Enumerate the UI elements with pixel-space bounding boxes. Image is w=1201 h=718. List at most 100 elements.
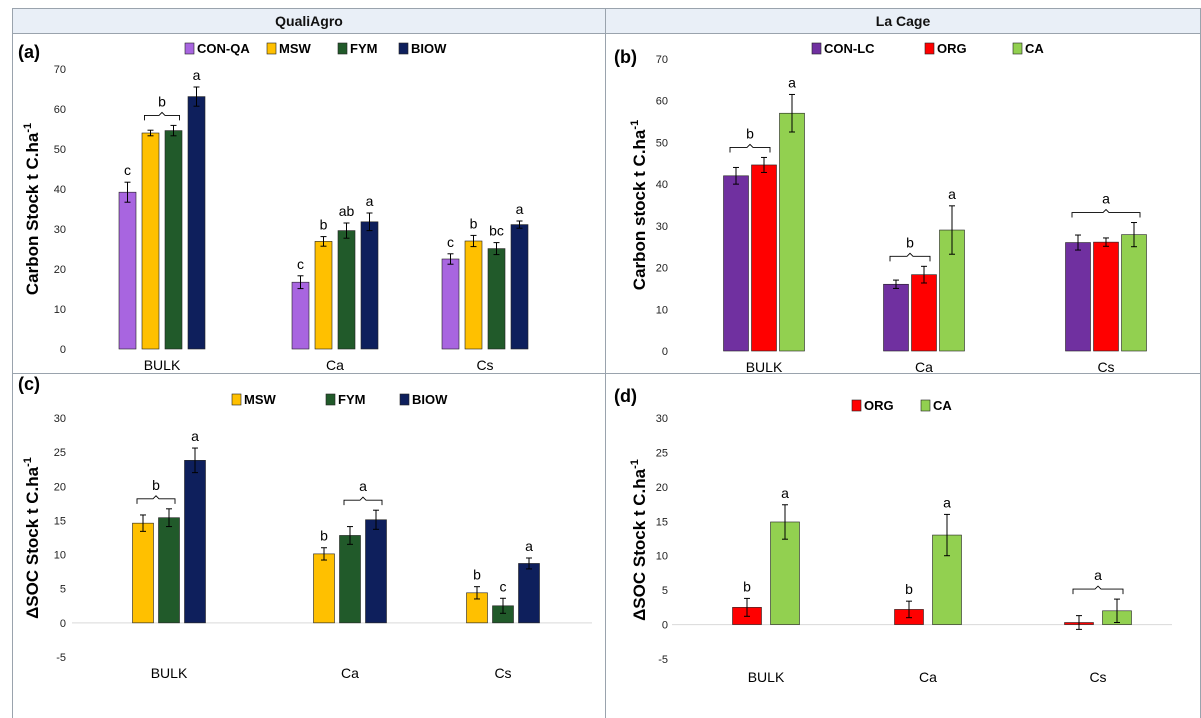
panel-d-category-label: Ca (919, 669, 937, 685)
panel-d-ylabel-main: ΔSOC Stock t C.ha (630, 468, 649, 621)
panel-b-bar-ca-cs (1121, 234, 1147, 352)
panel-c-ytick-label: 5 (60, 584, 66, 596)
panel-b-bar-org-bulk (751, 164, 777, 352)
panel-a-significance-letter: c (124, 162, 131, 178)
panel-c-bar-fym-ca (339, 535, 361, 624)
panel-a-ylabel: Carbon Stock t C.ha-1 (22, 123, 42, 295)
panel-c-ytick-label: 30 (54, 413, 66, 425)
panel-b-significance-letter: a (788, 74, 796, 90)
panel-b-ytick-label: 20 (656, 263, 668, 275)
panel-a-ytick-label: 20 (54, 264, 66, 276)
panel-a-ytick-label: 60 (54, 104, 66, 116)
panel-c-label: (c) (18, 374, 40, 394)
panel-c-legend-swatch-fym (325, 393, 336, 406)
panel-a-significance-letter: b (320, 217, 328, 233)
panel-a-bar-con-qa-bulk (118, 191, 137, 350)
panel-a-bar-msw-cs (464, 240, 483, 350)
panel-b-legend-label-ca: CA (1025, 41, 1044, 56)
panel-a-legend-label-msw: MSW (279, 41, 312, 56)
panel-b-bar-ca-bulk (779, 112, 805, 352)
panel-d-legend-label-ca: CA (933, 398, 952, 413)
panel-a-bar-msw-bulk (141, 132, 160, 350)
panel-a-bar-biow-cs (510, 224, 529, 350)
panel-d-label: (d) (614, 386, 637, 406)
panel-d-ylabel-superscript: -1 (629, 459, 641, 469)
header-la-cage-text: La Cage (875, 13, 931, 29)
panel-c-legend-swatch-msw (231, 393, 242, 406)
panel-b-bar-org-ca (911, 274, 937, 352)
panel-c-bar-biow-cs (518, 563, 540, 624)
panel-b-bar-org-cs (1093, 241, 1119, 352)
panel-border-left (12, 34, 13, 718)
panel-a-significance-letter: c (297, 256, 304, 272)
panel-c-ytick-label: -5 (56, 652, 66, 664)
header-qualiagro-text: QualiAgro (275, 13, 343, 29)
panel-a-category-label: Ca (326, 357, 344, 373)
panel-a-bar-fym-ca (337, 230, 356, 350)
panel-b-bar-con-lc-cs (1065, 242, 1091, 352)
panel-d-ytick-label: 15 (656, 516, 668, 528)
panel-a-bar-con-qa-ca (291, 281, 310, 350)
panel-b-ytick-label: 0 (662, 346, 668, 358)
panel-d-category-label: BULK (748, 669, 785, 685)
panel-c-ytick-label: 15 (54, 515, 66, 527)
panel-b-bracket (729, 143, 771, 153)
panel-b-category-label: BULK (746, 359, 783, 375)
panel-c-bar-msw-bulk (132, 522, 154, 624)
panel-c-significance-letter: b (473, 567, 481, 583)
panel-a-category-label: Cs (476, 357, 493, 373)
panel-d-ytick-label: 30 (656, 413, 668, 425)
panel-b-legend-swatch-ca (1012, 42, 1023, 55)
panel-d-bracket-letter: a (1094, 567, 1102, 583)
panel-d-ytick-label: 5 (662, 585, 668, 597)
panel-d-legend-swatch-org (851, 399, 862, 412)
panel-b-bar-con-lc-bulk (723, 175, 749, 352)
panel-a-bar-biow-bulk (187, 96, 206, 350)
panel-b-bracket-letter: b (906, 234, 914, 250)
panel-b-ylabel-main: Carbon stock t C.ha (630, 129, 649, 290)
panel-a-bar-biow-ca (360, 221, 379, 350)
panel-c-category-label: Cs (494, 665, 511, 681)
panel-a-significance-letter: a (193, 67, 201, 83)
panel-c-legend-label-biow: BIOW (412, 392, 448, 407)
panel-a-ytick-label: 0 (60, 344, 66, 356)
panel-c-ytick-label: 0 (60, 618, 66, 630)
panel-c-bar-biow-bulk (184, 460, 206, 624)
panel-a-bar-fym-bulk (164, 130, 183, 350)
panel-a-ylabel-superscript: -1 (22, 123, 34, 133)
panel-d-ylabel: ΔSOC Stock t C.ha-1 (629, 459, 649, 621)
panel-b-legend-label-org: ORG (937, 41, 967, 56)
panel-c-category-label: BULK (151, 665, 188, 681)
panel-b-ylabel-superscript: -1 (629, 120, 641, 130)
panel-d-significance-letter: a (943, 494, 951, 510)
panel-d-category-label: Cs (1089, 669, 1106, 685)
panel-c-ytick-label: 25 (54, 447, 66, 459)
panel-b-label: (b) (614, 47, 637, 67)
panel-a-ytick-label: 50 (54, 144, 66, 156)
panel-c-bracket-letter: b (152, 477, 160, 493)
panel-b-ytick-label: 40 (656, 179, 668, 191)
panel-b-ytick-label: 70 (656, 54, 668, 66)
panel-d-ytick-label: 20 (656, 482, 668, 494)
panel-divider-horizontal (12, 373, 1201, 374)
panel-b-ytick-label: 30 (656, 221, 668, 233)
panel-c-ytick-label: 10 (54, 550, 66, 562)
header-la-cage: La Cage (605, 8, 1201, 34)
panel-c-significance-letter: b (320, 528, 328, 544)
panel-a-bar-msw-ca (314, 241, 333, 350)
panel-a-significance-letter: ab (339, 203, 355, 219)
panel-d-significance-letter: b (905, 581, 913, 597)
header-qualiagro: QualiAgro (12, 8, 606, 34)
panel-d-bracket (1072, 585, 1124, 595)
panel-d-ytick-label: 25 (656, 447, 668, 459)
panel-b-ytick-label: 60 (656, 96, 668, 108)
panel-b-bracket-letter: a (1102, 191, 1110, 207)
panel-a-ytick-label: 10 (54, 304, 66, 316)
panel-a-category-label: BULK (144, 357, 181, 373)
panel-b-legend-swatch-org (924, 42, 935, 55)
panel-b-significance-letter: a (948, 186, 956, 202)
panel-b-bar-con-lc-ca (883, 283, 909, 352)
panel-a-significance-letter: c (447, 234, 454, 250)
